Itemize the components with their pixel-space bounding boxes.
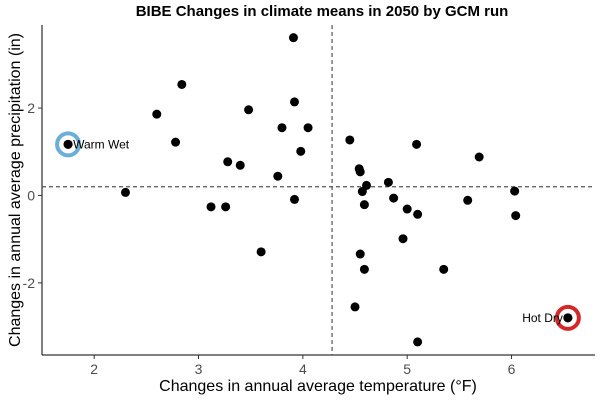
x-tick-label: 2 (90, 361, 98, 377)
y-tick-label: 2 (27, 100, 35, 116)
data-point (256, 247, 266, 257)
data-point (355, 249, 365, 259)
y-axis-ticks: -2 0 2 (23, 100, 42, 291)
y-tick-label: -2 (23, 275, 36, 291)
highlight-point (563, 313, 573, 323)
data-point (402, 204, 412, 214)
x-tick-label: 3 (195, 361, 203, 377)
highlight-point (63, 139, 73, 149)
data-point (235, 160, 245, 170)
data-point (290, 97, 300, 107)
highlight-ring (554, 304, 581, 331)
data-point (510, 186, 520, 196)
data-point (296, 146, 306, 156)
data-point (412, 139, 422, 149)
data-point (206, 202, 216, 212)
data-point (439, 264, 449, 274)
data-point (223, 157, 233, 167)
highlight-ring (55, 131, 82, 158)
data-point (288, 33, 298, 43)
data-point (359, 264, 369, 274)
x-tick-label: 5 (403, 361, 411, 377)
data-point (290, 194, 300, 204)
data-point (177, 79, 187, 89)
highlight-label: Warm Wet (73, 137, 130, 151)
x-tick-label: 6 (508, 361, 516, 377)
data-point (389, 193, 399, 203)
x-axis-ticks: 2 3 4 5 6 (90, 355, 516, 377)
x-axis-title: Changes in annual average temperature (°… (159, 378, 477, 395)
data-point (345, 135, 355, 145)
data-point (413, 209, 423, 219)
data-point (383, 177, 393, 187)
data-point (361, 180, 371, 190)
data-point (359, 200, 369, 210)
data-point (171, 137, 181, 147)
plot-area: 2 3 4 5 6 -2 0 2 Warm Wet Hot Dry (23, 25, 595, 377)
data-point (413, 337, 423, 347)
data-point (355, 167, 365, 177)
data-points (63, 33, 573, 347)
data-point (474, 152, 484, 162)
data-point (273, 171, 283, 181)
data-point (120, 187, 130, 197)
y-tick-label: 0 (27, 187, 35, 203)
data-point (152, 109, 162, 119)
data-point (398, 234, 408, 244)
highlight-label: Hot Dry (522, 311, 563, 325)
data-point (303, 123, 313, 133)
y-axis-title: Changes in annual average precipitation … (7, 33, 24, 347)
data-point (221, 202, 231, 212)
x-tick-label: 4 (299, 361, 307, 377)
data-point (277, 123, 287, 133)
data-point (350, 302, 360, 312)
chart-title: BIBE Changes in climate means in 2050 by… (136, 3, 509, 20)
highlighted-points: Warm Wet Hot Dry (55, 131, 581, 331)
data-point (511, 211, 521, 221)
data-point (244, 105, 254, 115)
data-point (463, 195, 473, 205)
